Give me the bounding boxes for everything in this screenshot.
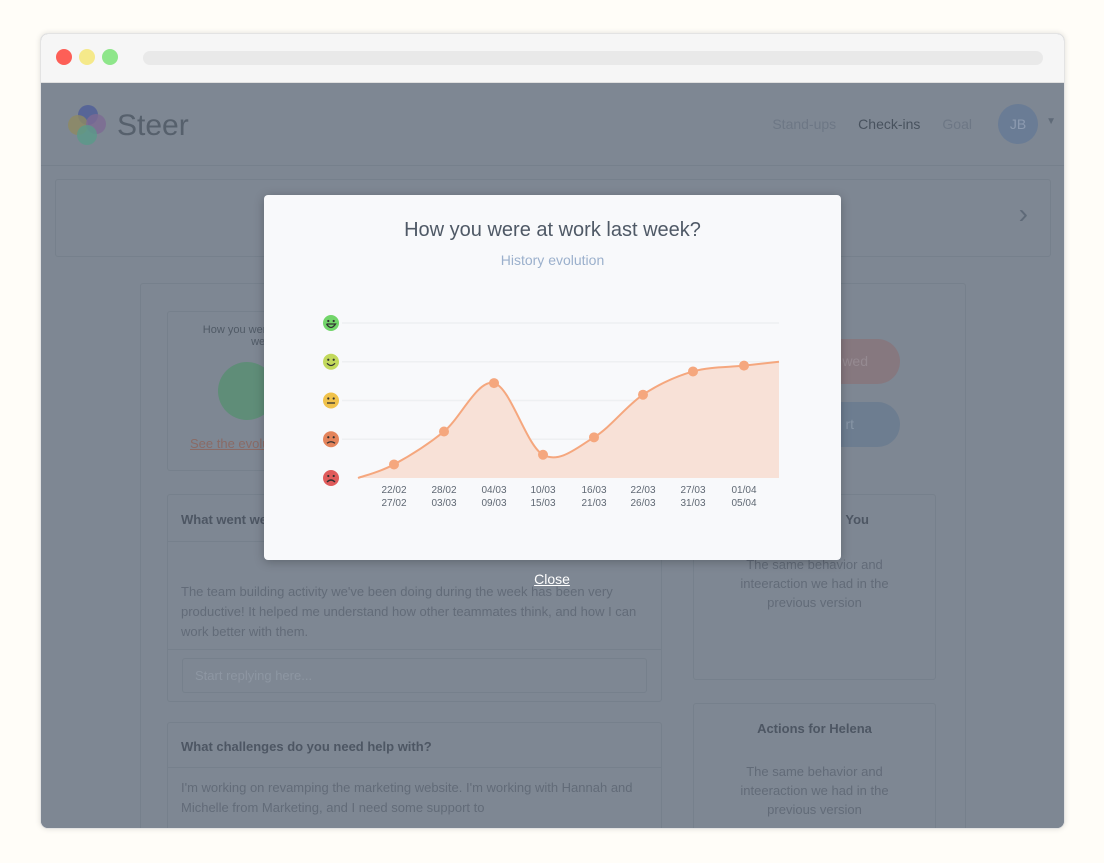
x-tick-label: 09/03 [481,498,506,509]
mood-history-chart: 22/02 27/02 28/02 03/03 04/03 09/03 10/03 15/03… [323,315,780,509]
x-tick-label: 05/04 [731,498,756,509]
minimize-window-button[interactable] [79,49,95,65]
x-tick-label: 27/02 [381,498,406,509]
data-point [589,432,599,443]
history-modal: How you were at work last week? History … [264,195,841,560]
x-tick-label: 01/04 [731,485,756,496]
data-point [489,378,499,389]
area-fill [358,361,779,478]
modal-title: How you were at work last week? [404,219,701,241]
x-tick-label: 22/02 [381,485,406,496]
x-tick-label: 31/03 [680,498,705,509]
nav-goal[interactable]: Goal [942,116,972,132]
actions-helena-card: Actions for Helena The same behavior and… [693,703,936,828]
data-point [638,389,648,400]
nav-stand-ups[interactable]: Stand-ups [772,116,837,132]
data-point [688,366,698,377]
x-tick-label: 04/03 [481,485,506,496]
challenges-body: I'm working on revamping the marketing w… [181,780,633,815]
data-point [739,360,749,371]
data-point [439,426,449,437]
close-modal-link[interactable]: Close [534,571,570,587]
x-tick-label: 15/03 [530,498,555,509]
title-bar [41,34,1064,83]
went-well-body: The team building activity we've been do… [168,542,661,650]
address-bar[interactable] [143,51,1043,65]
brand-name: Steer [117,109,189,142]
grin-face-icon [323,315,339,331]
x-tick-label: 28/02 [431,485,456,496]
app-header: Steer Stand-ups Check-ins Goal JB ▼ [41,83,1064,166]
avatar[interactable]: JB [998,104,1038,144]
challenges-title: What challenges do you need help with? [168,723,661,768]
maximize-window-button[interactable] [102,49,118,65]
x-tick-label: 27/03 [680,485,705,496]
close-window-button[interactable] [56,49,72,65]
reply-input[interactable]: Start replying here... [182,658,647,693]
actions-helena-body: The same behavior and inteeraction we ha… [740,764,889,817]
x-tick-label: 10/03 [530,485,555,496]
angry-face-icon [323,470,339,486]
nav-check-ins[interactable]: Check-ins [858,116,921,132]
data-point [389,459,399,470]
x-tick-label: 16/03 [581,485,606,496]
x-tick-label: 26/03 [630,498,655,509]
data-point [538,449,548,460]
actions-you-title: You [845,512,869,527]
series-line [357,360,780,479]
sad-face-icon [323,431,339,448]
actions-helena-title: Actions for Helena [757,721,872,736]
neutral-face-icon [323,392,339,409]
challenges-card: What challenges do you need help with? I… [167,722,662,828]
chevron-down-icon[interactable]: ▼ [1046,116,1056,127]
actions-you-body: The same behavior and inteeraction we ha… [740,557,889,610]
x-tick-label: 03/03 [431,498,456,509]
chevron-right-icon[interactable]: › [1018,198,1028,229]
smile-face-icon [323,353,339,370]
x-tick-label: 22/03 [630,485,655,496]
x-tick-label: 21/03 [581,498,606,509]
modal-subtitle: History evolution [500,252,605,268]
steer-logo-icon [68,105,108,145]
